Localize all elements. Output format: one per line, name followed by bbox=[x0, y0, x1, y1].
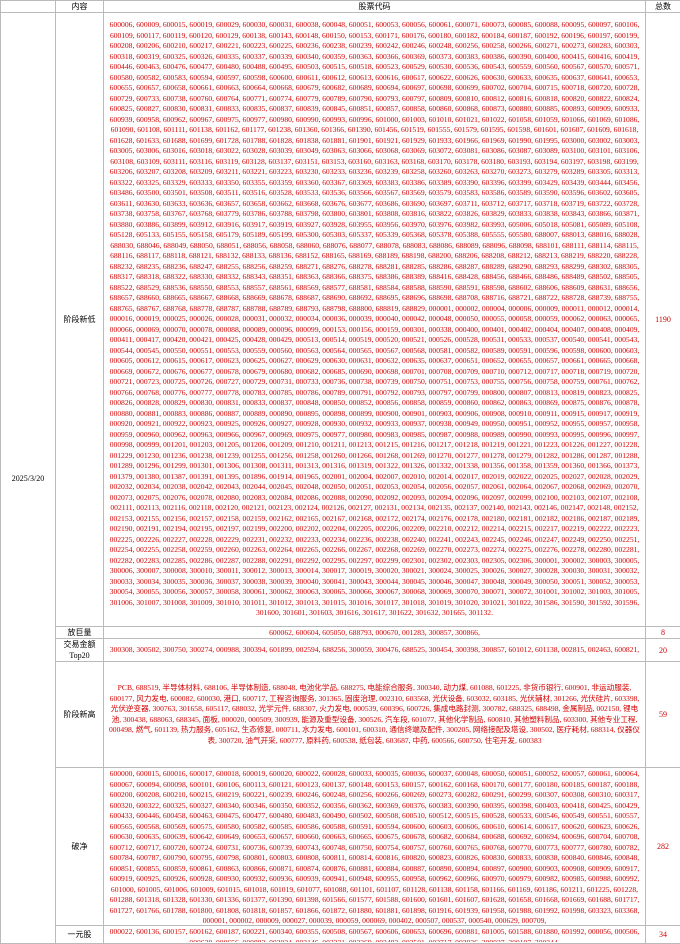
header-row: 内容 股票代码 总数 bbox=[1, 1, 680, 13]
codes-cell: 600000, 600015, 600016, 600017, 600018, … bbox=[104, 768, 646, 926]
codes-text: 300308, 300502, 300750, 300274, 000988, … bbox=[107, 645, 642, 656]
header-cell: 内容 bbox=[56, 1, 104, 13]
total-count: 20 bbox=[646, 639, 680, 662]
codes-text: PCB, 688519, 半导体材料, 688106, 半导体制造, 68804… bbox=[107, 683, 642, 746]
content-label: 破净 bbox=[56, 768, 104, 926]
codes-text: 600000, 600015, 600016, 600017, 600018, … bbox=[107, 769, 642, 924]
codes-text: 600062, 600604, 605050, 688793, 000670, … bbox=[107, 628, 642, 637]
content-label: 一元股 bbox=[56, 926, 104, 944]
total-count: 282 bbox=[646, 768, 680, 926]
content-label: 放巨量 bbox=[56, 627, 104, 639]
date-cell: 2025/3/20 bbox=[1, 13, 56, 944]
codes-cell: 000022, 600136, 600157, 600162, 600187, … bbox=[104, 926, 646, 944]
total-count: 1190 bbox=[646, 13, 680, 627]
codes-cell: PCB, 688519, 半导体材料, 688106, 半导体制造, 68804… bbox=[104, 662, 646, 768]
content-label: 阶段新高 bbox=[56, 662, 104, 768]
content-label: 交易金额Top20 bbox=[56, 639, 104, 662]
header-cell: 股票代码 bbox=[104, 1, 646, 13]
codes-text: 000022, 600136, 600157, 600162, 600187, … bbox=[107, 927, 642, 942]
codes-text: 600006, 600009, 600015, 600019, 600029, … bbox=[107, 20, 642, 619]
codes-cell: 300308, 300502, 300750, 300274, 000988, … bbox=[104, 639, 646, 662]
codes-cell: 600006, 600009, 600015, 600019, 600029, … bbox=[104, 13, 646, 627]
total-count: 34 bbox=[646, 926, 680, 944]
header-blank bbox=[1, 1, 56, 13]
header-cell: 总数 bbox=[646, 1, 680, 13]
total-count: 8 bbox=[646, 627, 680, 639]
content-label: 阶段新低 bbox=[56, 13, 104, 627]
total-count: 59 bbox=[646, 662, 680, 768]
codes-cell: 600062, 600604, 605050, 688793, 000670, … bbox=[104, 627, 646, 639]
